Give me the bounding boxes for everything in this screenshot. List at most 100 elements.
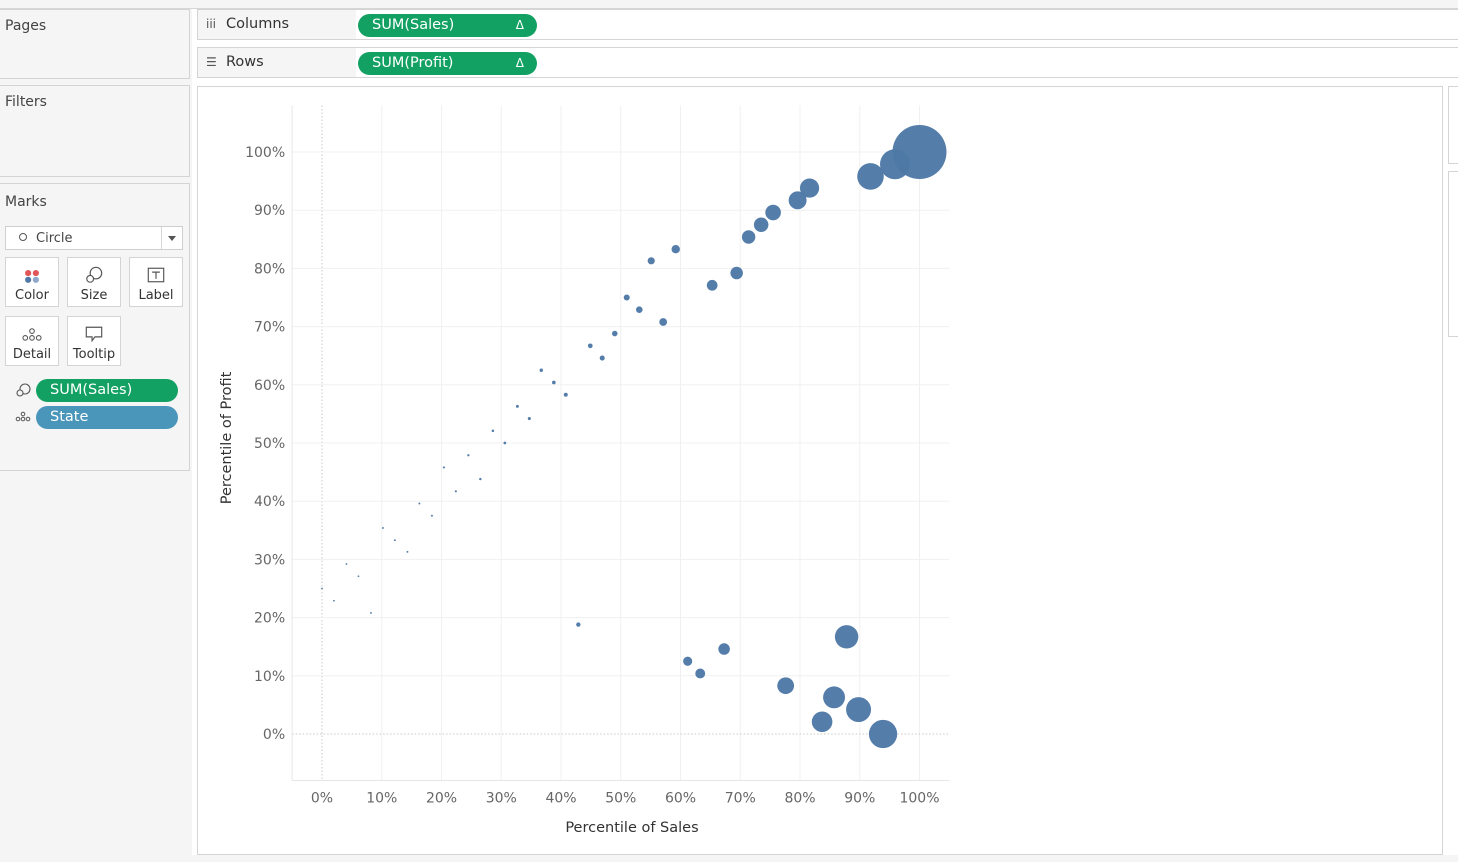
scatter-point[interactable]	[730, 266, 743, 280]
legend-panel-edge-lower	[1448, 171, 1458, 337]
scatter-point[interactable]	[706, 279, 718, 291]
color-icon	[25, 269, 39, 283]
scatter-point[interactable]	[467, 454, 470, 457]
scatter-point[interactable]	[635, 306, 643, 314]
tooltip-button[interactable]: Tooltip	[67, 316, 121, 366]
scatter-point[interactable]	[647, 257, 655, 265]
label-button-label: Label	[138, 288, 174, 303]
y-tick-label: 80%	[254, 261, 285, 277]
size-button-label: Size	[80, 288, 108, 303]
scatter-point[interactable]	[683, 656, 693, 666]
scatter-point[interactable]	[539, 368, 543, 372]
scatter-point[interactable]	[741, 230, 756, 244]
x-tick-label: 30%	[486, 791, 517, 807]
x-tick-label: 60%	[665, 791, 696, 807]
scatter-point[interactable]	[765, 204, 781, 221]
pages-card-title: Pages	[5, 18, 47, 34]
y-tick-label: 0%	[263, 727, 285, 743]
scatter-point[interactable]	[382, 527, 384, 529]
pages-card[interactable]: Pages	[0, 9, 190, 79]
scatter-point[interactable]	[753, 217, 769, 233]
scatter-point[interactable]	[393, 539, 396, 542]
columns-pill-label: SUM(Sales)	[372, 17, 455, 33]
top-strip	[0, 0, 1458, 9]
scatter-point[interactable]	[345, 563, 348, 565]
scatter-point[interactable]	[333, 599, 335, 602]
scatter-point[interactable]	[846, 697, 872, 723]
detail-button[interactable]: Detail	[5, 316, 59, 366]
color-button[interactable]: Color	[5, 257, 59, 307]
bottom-strip	[192, 855, 1458, 862]
scatter-point[interactable]	[811, 711, 833, 733]
scatter-point[interactable]	[823, 686, 846, 709]
size-field-pill[interactable]: SUM(Sales)	[36, 379, 178, 402]
columns-icon: iii	[206, 17, 217, 31]
mark-type-label: Circle	[36, 231, 73, 246]
scatter-point[interactable]	[321, 587, 323, 590]
scatter-point[interactable]	[671, 244, 680, 254]
filters-card[interactable]: Filters	[0, 85, 190, 177]
mark-type-dropdown[interactable]: Circle	[5, 226, 183, 250]
detail-field-icon	[15, 411, 31, 422]
scatter-point[interactable]	[892, 125, 947, 179]
detail-icon	[22, 328, 42, 341]
scatter-point[interactable]	[491, 429, 495, 433]
rows-drop-area[interactable]	[356, 48, 1458, 77]
columns-shelf-label: Columns	[226, 16, 290, 32]
dropdown-separator	[161, 227, 162, 249]
size-icon	[86, 266, 103, 283]
size-field-icon	[16, 383, 31, 397]
scatter-point[interactable]	[370, 612, 372, 614]
y-tick-label: 30%	[254, 552, 285, 568]
scatter-point[interactable]	[868, 719, 898, 749]
scatter-point[interactable]	[576, 622, 581, 627]
marks-card-title: Marks	[5, 194, 47, 210]
scatter-point[interactable]	[718, 643, 730, 655]
legend-panel-edge	[1448, 86, 1458, 164]
delta-icon: Δ	[515, 56, 524, 70]
scatter-point[interactable]	[599, 355, 605, 361]
scatter-point[interactable]	[503, 441, 507, 445]
scatter-point[interactable]	[442, 466, 445, 469]
y-tick-label: 90%	[254, 203, 285, 219]
scatter-point[interactable]	[799, 178, 820, 198]
scatter-point[interactable]	[563, 392, 568, 397]
scatter-point[interactable]	[788, 191, 807, 210]
x-tick-label: 40%	[545, 791, 576, 807]
detail-field-label: State	[50, 409, 89, 425]
chevron-down-icon	[168, 236, 176, 241]
scatter-point[interactable]	[515, 404, 519, 408]
size-button[interactable]: Size	[67, 257, 121, 307]
scatter-point[interactable]	[454, 490, 457, 493]
scatter-point[interactable]	[857, 163, 884, 190]
scatter-point[interactable]	[611, 330, 618, 337]
scatter-point[interactable]	[834, 625, 859, 649]
scatter-point[interactable]	[527, 416, 531, 421]
scatter-point[interactable]	[623, 294, 630, 301]
scatter-point[interactable]	[418, 502, 421, 505]
rows-pill[interactable]: SUM(Profit) Δ	[358, 52, 537, 75]
label-button[interactable]: Label	[129, 257, 183, 307]
detail-field-pill[interactable]: State	[36, 406, 178, 429]
scatter-point[interactable]	[659, 318, 668, 326]
y-tick-label: 20%	[254, 611, 285, 627]
scatter-point[interactable]	[695, 668, 706, 679]
scatter-point[interactable]	[430, 514, 433, 517]
columns-pill[interactable]: SUM(Sales) Δ	[358, 14, 537, 37]
tooltip-button-label: Tooltip	[72, 347, 116, 362]
filters-card-title: Filters	[5, 94, 47, 110]
scatter-point[interactable]	[406, 550, 409, 553]
scatter-point[interactable]	[587, 343, 593, 349]
scatter-point[interactable]	[552, 380, 556, 385]
columns-drop-area[interactable]	[356, 10, 1458, 39]
delta-icon: Δ	[515, 18, 524, 32]
color-button-label: Color	[15, 288, 49, 303]
scatter-point[interactable]	[357, 575, 360, 578]
rows-icon: ☰	[206, 55, 217, 69]
scatter-point[interactable]	[777, 677, 795, 695]
y-tick-label: 70%	[254, 320, 285, 336]
x-tick-label: 20%	[426, 791, 457, 807]
detail-button-label: Detail	[12, 347, 52, 362]
scatter-point[interactable]	[479, 477, 482, 481]
